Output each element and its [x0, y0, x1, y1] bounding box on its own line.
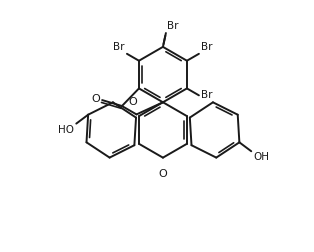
- Text: O: O: [128, 98, 137, 108]
- Text: Br: Br: [201, 90, 212, 100]
- Text: O: O: [91, 94, 100, 104]
- Text: Br: Br: [201, 42, 212, 52]
- Text: OH: OH: [253, 152, 269, 162]
- Text: HO: HO: [58, 124, 74, 135]
- Text: Br: Br: [113, 42, 125, 52]
- Text: O: O: [159, 169, 167, 178]
- Text: Br: Br: [167, 21, 178, 31]
